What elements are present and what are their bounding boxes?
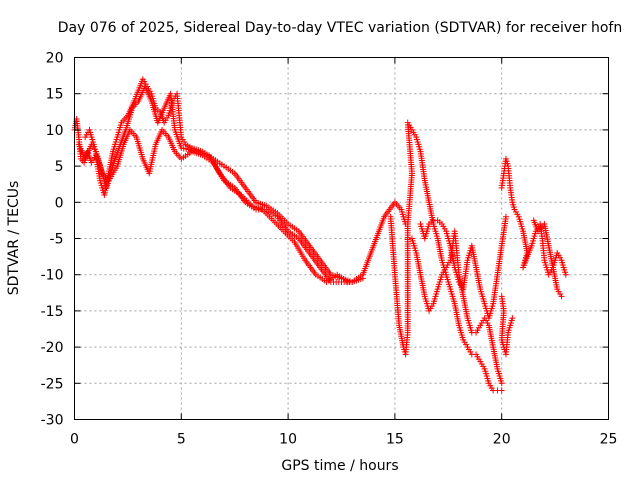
- y-tick-label: 15: [46, 87, 64, 103]
- y-tick-label: 0: [55, 195, 64, 211]
- data-point: [509, 315, 516, 322]
- data-points: [71, 76, 569, 394]
- y-tick-labels: -30 -25 -20 -15 -10 -5 0 5 10 15 20: [41, 51, 64, 429]
- x-tick-label: 20: [493, 432, 511, 448]
- data-point: [562, 271, 569, 278]
- y-tick-label: -20: [41, 340, 64, 356]
- data-point: [502, 213, 509, 220]
- x-tick-label: 0: [70, 432, 79, 448]
- data-point: [498, 380, 505, 387]
- y-tick-label: -30: [41, 413, 64, 429]
- y-tick-label: 5: [55, 159, 64, 175]
- data-point: [359, 275, 366, 282]
- y-tick-label: -15: [41, 304, 64, 320]
- x-tick-labels: 0 5 10 15 20 25: [70, 432, 617, 448]
- y-tick-label: -10: [41, 268, 64, 284]
- y-tick-label: -5: [50, 232, 64, 248]
- y-tick-label: -25: [41, 376, 64, 392]
- y-tick-label: 20: [46, 51, 64, 67]
- x-axis-label: GPS time / hours: [281, 458, 398, 474]
- data-point: [344, 278, 351, 285]
- y-axis-label: SDTVAR / TECUs: [6, 181, 22, 296]
- x-tick-label: 10: [279, 432, 297, 448]
- y-tick-label: 10: [46, 123, 64, 139]
- data-point: [558, 293, 565, 300]
- x-tick-label: 25: [600, 432, 618, 448]
- chart-title: Day 076 of 2025, Sidereal Day-to-day VTE…: [58, 20, 622, 36]
- data-point: [498, 387, 505, 394]
- x-tick-label: 5: [177, 432, 186, 448]
- axis-ticks: [74, 57, 609, 420]
- x-tick-label: 15: [386, 432, 404, 448]
